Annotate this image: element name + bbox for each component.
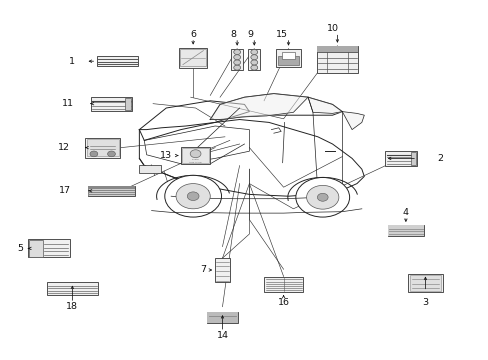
Circle shape bbox=[306, 185, 338, 209]
Text: 7: 7 bbox=[200, 266, 205, 274]
Circle shape bbox=[250, 55, 257, 60]
Circle shape bbox=[164, 175, 221, 217]
Text: Toyota: Toyota bbox=[191, 159, 199, 160]
Bar bbox=[248, 49, 260, 70]
Text: 15: 15 bbox=[275, 30, 287, 39]
Circle shape bbox=[317, 193, 327, 201]
Bar bbox=[207, 312, 237, 323]
Text: 8: 8 bbox=[230, 30, 236, 39]
Bar bbox=[386, 225, 423, 236]
Circle shape bbox=[295, 177, 349, 217]
Circle shape bbox=[233, 50, 240, 55]
Bar bbox=[277, 56, 299, 65]
Bar bbox=[96, 56, 138, 66]
Text: 4: 4 bbox=[402, 208, 408, 217]
Bar bbox=[88, 186, 134, 196]
Bar bbox=[207, 312, 237, 323]
Bar bbox=[179, 48, 207, 68]
Polygon shape bbox=[210, 94, 307, 120]
Text: 12: 12 bbox=[58, 143, 69, 152]
Text: 17: 17 bbox=[59, 186, 71, 195]
Bar bbox=[386, 225, 423, 236]
Circle shape bbox=[90, 151, 98, 157]
Bar bbox=[409, 275, 440, 291]
Text: AUTO ALARM: AUTO ALARM bbox=[189, 162, 202, 163]
Bar bbox=[47, 282, 98, 295]
Circle shape bbox=[250, 50, 257, 55]
Polygon shape bbox=[342, 112, 364, 130]
Bar bbox=[182, 148, 208, 163]
Bar bbox=[230, 49, 243, 70]
Bar bbox=[316, 46, 357, 73]
Text: 2: 2 bbox=[436, 154, 442, 163]
Bar bbox=[264, 277, 303, 292]
Bar bbox=[29, 240, 42, 257]
Circle shape bbox=[233, 60, 240, 65]
Bar bbox=[410, 152, 415, 165]
Text: 10: 10 bbox=[326, 24, 338, 33]
Bar bbox=[215, 258, 229, 282]
Bar bbox=[316, 46, 357, 52]
Text: 14: 14 bbox=[216, 331, 228, 340]
Circle shape bbox=[233, 55, 240, 60]
Polygon shape bbox=[307, 97, 342, 113]
Text: 18: 18 bbox=[66, 302, 78, 311]
Bar bbox=[282, 52, 294, 59]
Text: 11: 11 bbox=[61, 99, 73, 108]
Circle shape bbox=[107, 151, 115, 157]
Bar bbox=[275, 49, 301, 67]
Circle shape bbox=[233, 65, 240, 70]
Text: 6: 6 bbox=[190, 30, 196, 39]
Bar bbox=[124, 98, 131, 110]
Bar bbox=[88, 186, 134, 196]
Text: 5: 5 bbox=[18, 244, 23, 253]
Bar bbox=[139, 165, 161, 173]
Text: 13: 13 bbox=[160, 151, 172, 160]
Bar bbox=[91, 97, 132, 111]
Circle shape bbox=[187, 192, 199, 201]
Circle shape bbox=[190, 150, 201, 158]
Bar bbox=[86, 139, 119, 156]
Text: 16: 16 bbox=[277, 298, 289, 307]
Text: 9: 9 bbox=[247, 30, 253, 39]
Circle shape bbox=[176, 184, 210, 209]
Text: 3: 3 bbox=[422, 298, 427, 307]
Text: 1: 1 bbox=[69, 57, 75, 66]
Circle shape bbox=[250, 65, 257, 70]
Circle shape bbox=[250, 60, 257, 65]
Bar bbox=[85, 138, 120, 158]
Bar bbox=[28, 239, 70, 257]
Bar bbox=[180, 49, 205, 66]
Bar bbox=[407, 274, 442, 292]
Bar bbox=[181, 147, 209, 164]
Bar bbox=[384, 151, 416, 166]
